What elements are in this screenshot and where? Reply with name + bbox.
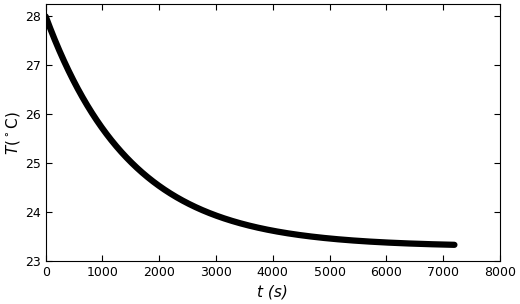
Y-axis label: $T$($^\circ$C): $T$($^\circ$C) [4, 111, 22, 155]
X-axis label: t (s): t (s) [257, 285, 288, 300]
